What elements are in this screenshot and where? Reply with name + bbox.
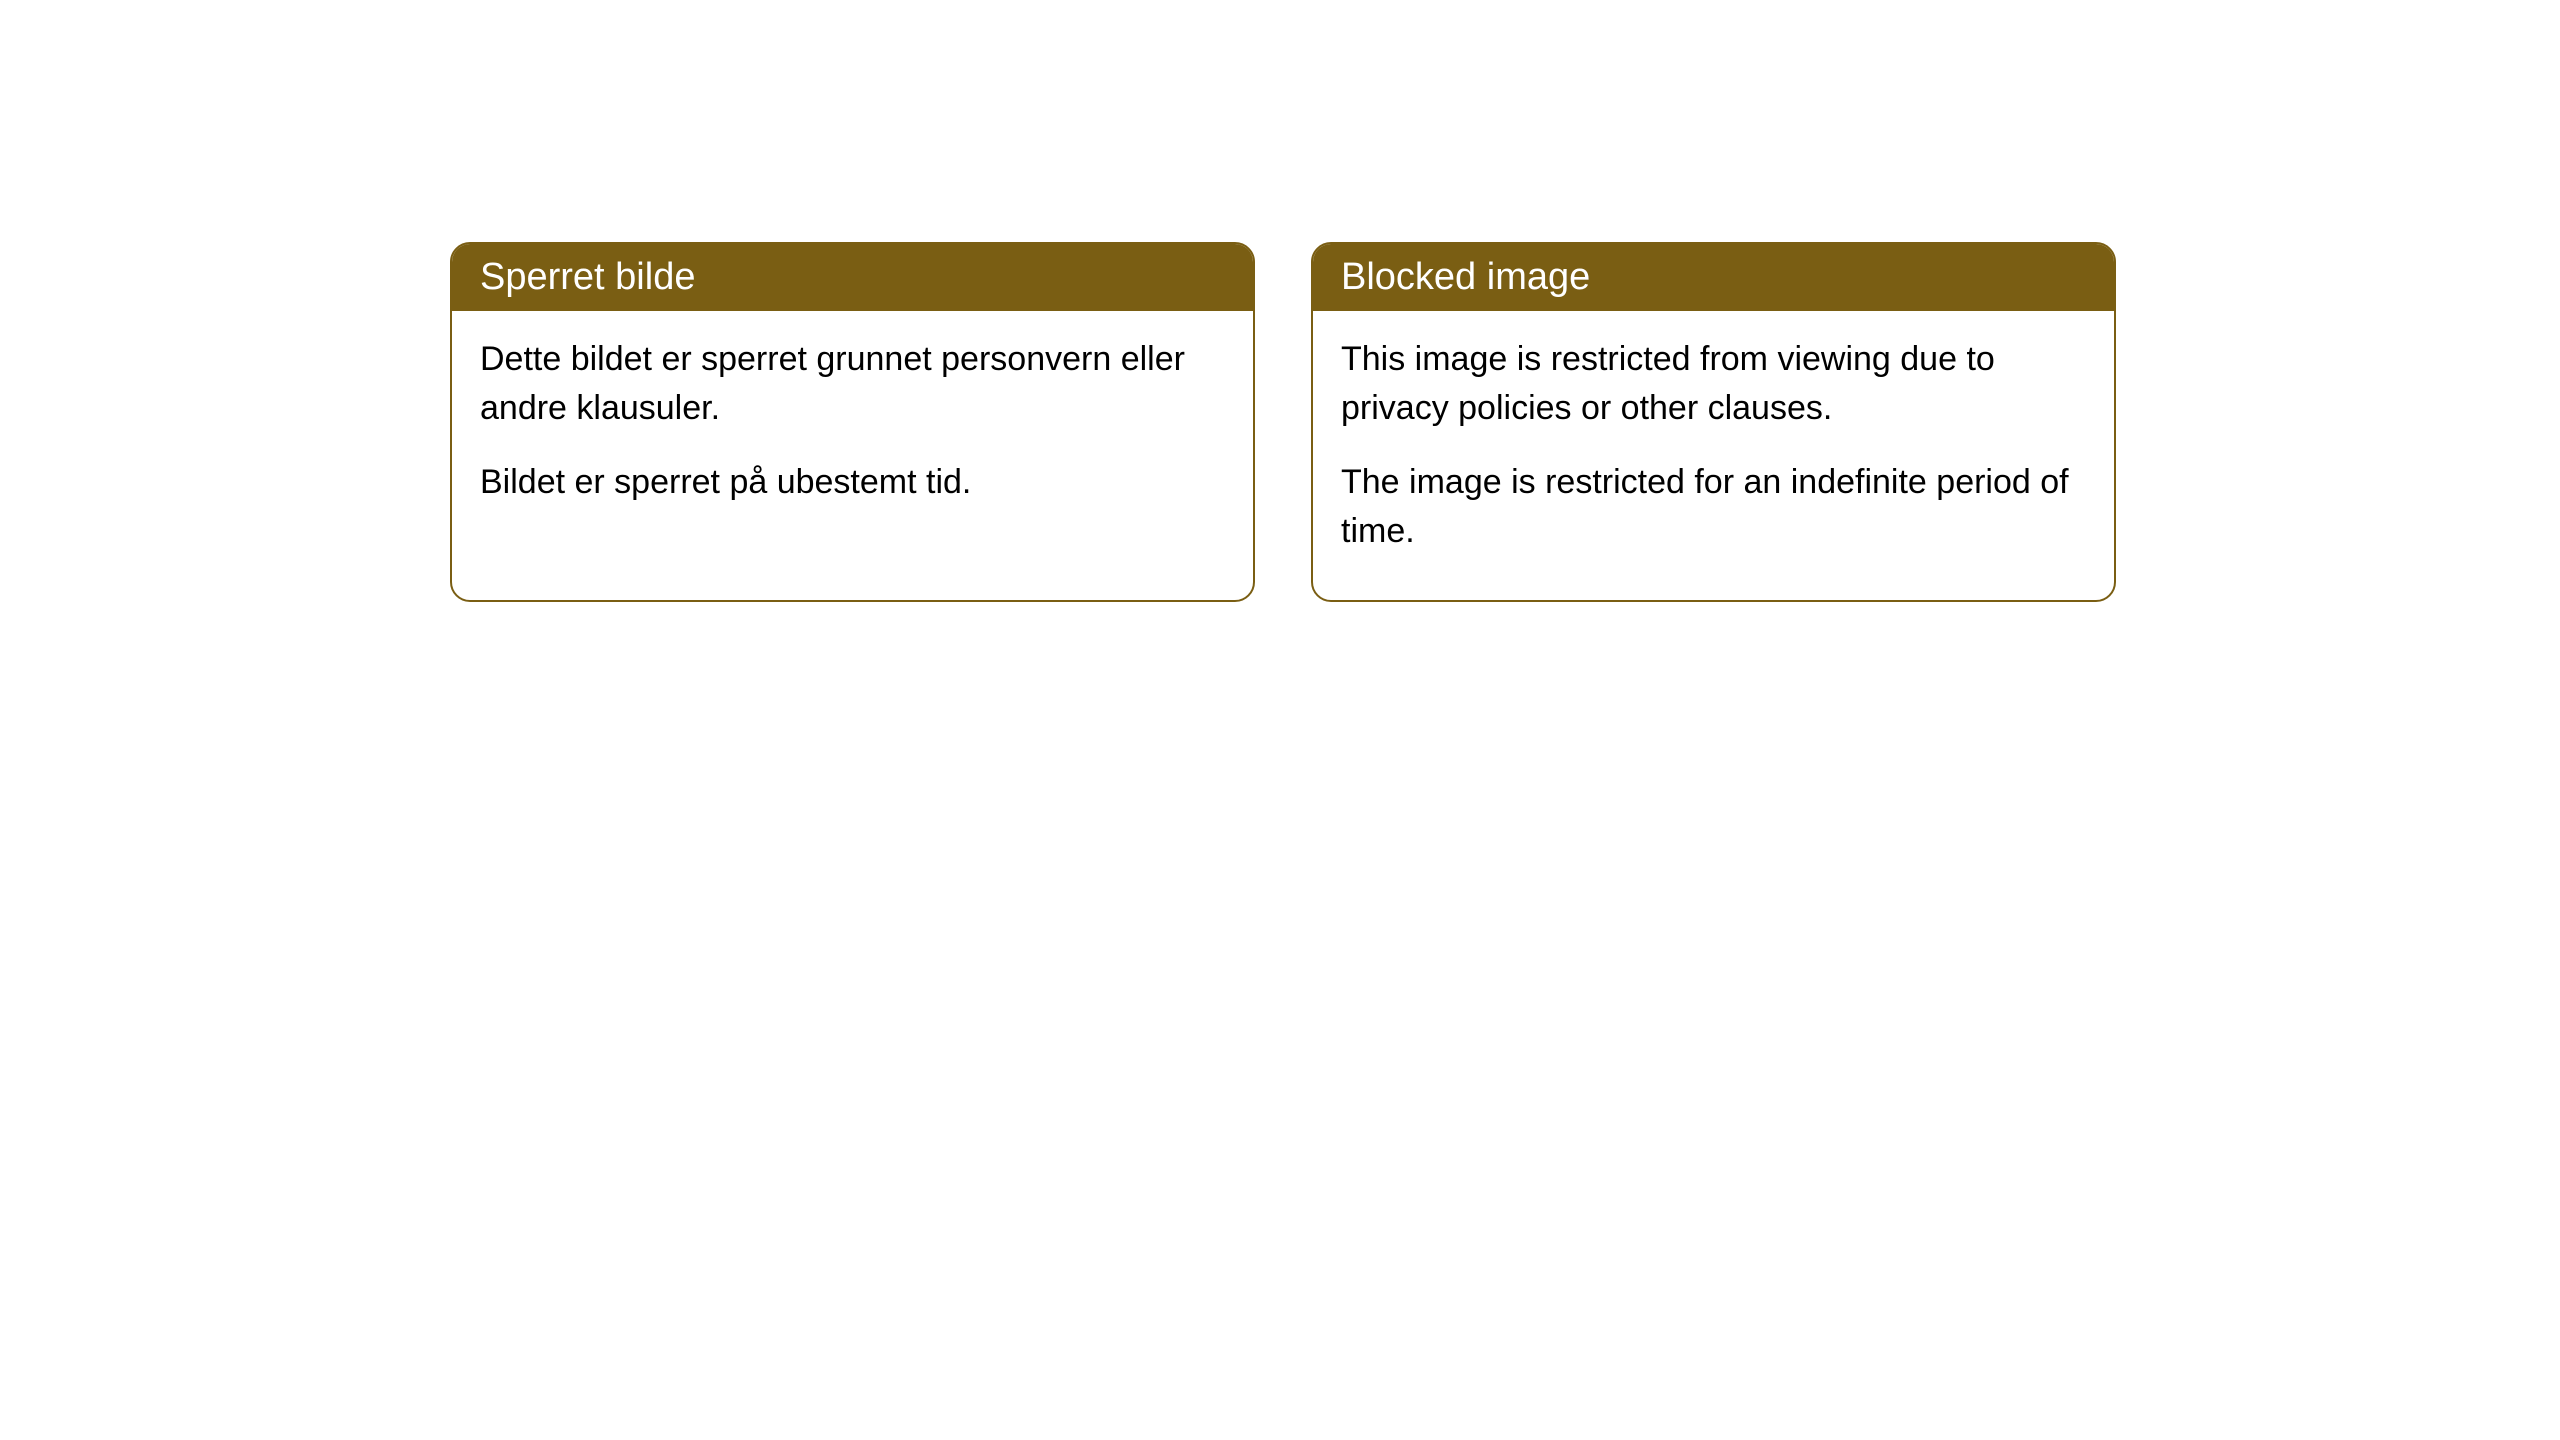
card-header: Blocked image — [1313, 244, 2114, 311]
notice-card-english: Blocked image This image is restricted f… — [1311, 242, 2116, 602]
notice-text-1: This image is restricted from viewing du… — [1341, 335, 2086, 434]
card-title: Sperret bilde — [480, 256, 695, 298]
notice-container: Sperret bilde Dette bildet er sperret gr… — [450, 242, 2116, 602]
notice-card-norwegian: Sperret bilde Dette bildet er sperret gr… — [450, 242, 1255, 602]
card-header: Sperret bilde — [452, 244, 1253, 311]
notice-text-2: The image is restricted for an indefinit… — [1341, 458, 2086, 557]
notice-text-1: Dette bildet er sperret grunnet personve… — [480, 335, 1225, 434]
notice-text-2: Bildet er sperret på ubestemt tid. — [480, 458, 1225, 507]
card-body: Dette bildet er sperret grunnet personve… — [452, 311, 1253, 551]
card-body: This image is restricted from viewing du… — [1313, 311, 2114, 600]
card-title: Blocked image — [1341, 256, 1590, 298]
